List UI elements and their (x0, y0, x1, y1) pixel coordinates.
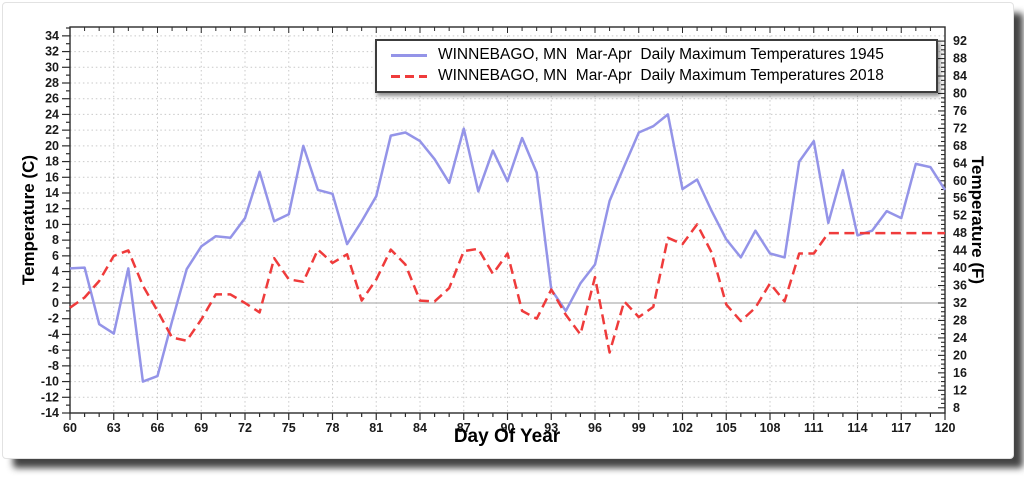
y-axis-title-fahrenheit: Temperature (F) (968, 155, 987, 285)
y-tick-label-c: 24 (45, 107, 59, 121)
y-tick-label-c: 20 (45, 139, 59, 153)
y-tick-label-f: 68 (953, 139, 967, 153)
x-tick-label: 120 (935, 421, 956, 435)
y-tick-label-c: -6 (48, 343, 59, 357)
x-tick-label: 102 (672, 421, 693, 435)
y-tick-label-c: -4 (48, 327, 59, 341)
y-tick-label-c: 2 (52, 280, 59, 294)
x-tick-label: 72 (238, 421, 252, 435)
chart-plot: 60 63 66 69 72 75 78 81 84 87 90 93 96 99 102 105 108 111… (41, 26, 967, 435)
y-tick-label-f: 8 (953, 401, 960, 415)
legend-line-sample-2018 (391, 74, 427, 78)
y-tick-label-c: 6 (52, 249, 59, 263)
x-tick-label: 105 (716, 421, 737, 435)
y-tick-label-f: 20 (953, 348, 967, 362)
x-tick-label: 99 (632, 421, 646, 435)
x-tick-label: 108 (760, 421, 781, 435)
y-tick-label-c: 14 (45, 186, 59, 200)
y-tick-label-f: 40 (953, 261, 967, 275)
x-tick-label: 117 (891, 421, 911, 435)
y-tick-label-c: -12 (41, 390, 59, 404)
y-tick-label-c: 16 (45, 170, 59, 184)
x-tick-label: 81 (369, 421, 383, 435)
y-tick-label-f: 36 (953, 279, 967, 293)
y-tick-label-c: 22 (45, 123, 59, 137)
y-tick-label-c: 28 (45, 76, 59, 90)
y-tick-label-c: 18 (45, 155, 59, 169)
y-tick-label-c: 32 (45, 45, 59, 59)
y-tick-label-f: 60 (953, 174, 967, 188)
legend-label-1945: WINNEBAGO, MN Mar-Apr Daily Maximum Temp… (438, 46, 884, 64)
legend-label-2018: WINNEBAGO, MN Mar-Apr Daily Maximum Temp… (438, 67, 884, 85)
chart-card: 60 63 66 69 72 75 78 81 84 87 90 93 96 99 102 105 108 111… (2, 2, 1014, 459)
legend-item-2018: WINNEBAGO, MN Mar-Apr Daily Maximum Temp… (391, 67, 936, 86)
x-tick-label: 96 (588, 421, 602, 435)
x-tick-label: 66 (151, 421, 165, 435)
y-tick-label-f: 52 (953, 209, 967, 223)
legend-line-sample-1945 (391, 54, 427, 58)
y-tick-label-c: -14 (41, 406, 59, 420)
x-tick-label: 78 (326, 421, 340, 435)
y-tick-label-c: -2 (48, 312, 59, 326)
y-tick-label-f: 44 (953, 244, 967, 258)
y-tick-label-c: 34 (45, 29, 59, 43)
plot-frame (69, 26, 946, 414)
x-tick-label: 69 (194, 421, 208, 435)
y-tick-label-c: 26 (45, 92, 59, 106)
x-tick-label: 60 (63, 421, 77, 435)
y-tick-label-f: 16 (953, 366, 967, 380)
y-tick-label-c: 12 (45, 202, 59, 216)
y-tick-label-c: 4 (52, 265, 59, 279)
y-tick-label-f: 24 (953, 331, 967, 345)
y-tick-label-f: 32 (953, 296, 967, 310)
y-tick-label-f: 56 (953, 191, 967, 205)
y-tick-label-f: 92 (953, 34, 967, 48)
y-tick-label-f: 48 (953, 226, 967, 240)
x-tick-label: 90 (501, 421, 515, 435)
y-tick-label-f: 28 (953, 313, 967, 327)
y-tick-label-c: 8 (52, 233, 59, 247)
x-tick-label: 84 (413, 421, 427, 435)
y-tick-label-c: 30 (45, 60, 59, 74)
x-tick-label: 75 (282, 421, 296, 435)
x-tick-label: 87 (457, 421, 471, 435)
series-line-2018 (69, 223, 945, 354)
y-tick-label-f: 72 (953, 121, 967, 135)
series-line-1945 (69, 113, 947, 383)
y-tick-label-f: 80 (953, 86, 967, 100)
x-axis-title: Day Of Year (453, 426, 561, 447)
y-tick-label-f: 64 (953, 156, 967, 170)
x-tick-label: 111 (804, 421, 824, 435)
legend: WINNEBAGO, MN Mar-Apr Daily Maximum Temp… (375, 39, 938, 93)
x-tick-label: 63 (107, 421, 121, 435)
x-tick-label: 93 (544, 421, 558, 435)
y-tick-label-c: 10 (45, 217, 59, 231)
x-tick-label: 114 (847, 421, 867, 435)
y-tick-label-f: 76 (953, 104, 967, 118)
y-tick-label-c: -8 (48, 359, 59, 373)
y-tick-label-f: 84 (953, 69, 967, 83)
y-axis-title-celsius: Temperature (C) (19, 154, 38, 286)
y-tick-label-f: 88 (953, 52, 967, 66)
y-tick-label-c: -10 (41, 375, 59, 389)
y-tick-label-c: 0 (52, 296, 59, 310)
legend-item-1945: WINNEBAGO, MN Mar-Apr Daily Maximum Temp… (391, 46, 936, 65)
y-tick-label-f: 12 (953, 383, 967, 397)
